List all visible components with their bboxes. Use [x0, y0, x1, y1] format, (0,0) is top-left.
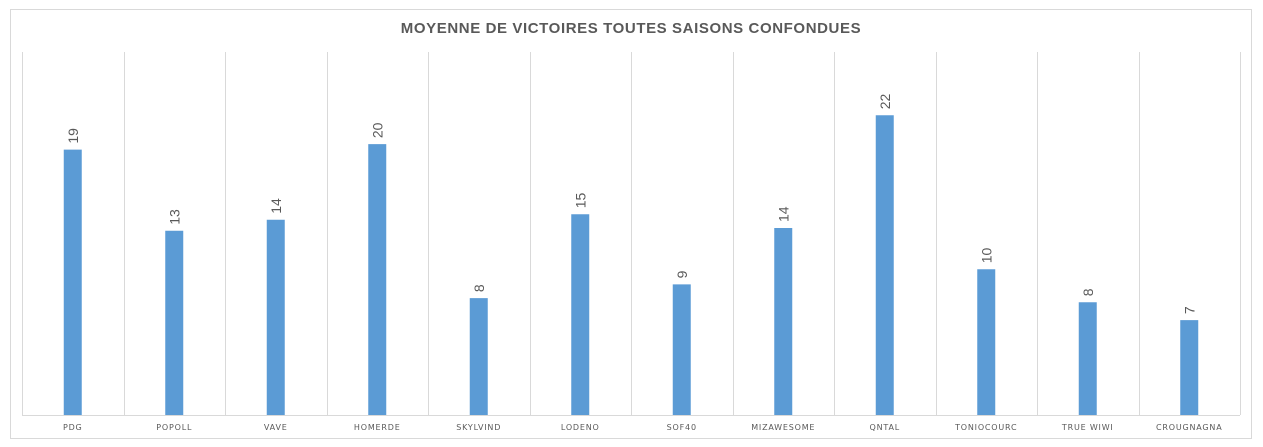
category-label: VAVE: [264, 423, 288, 432]
data-label: 22: [877, 93, 893, 109]
category-label: TONIOCOURC: [954, 423, 1017, 432]
data-label: 10: [978, 247, 994, 263]
bar-skylvind: [469, 298, 488, 415]
category-label: SKYLVIND: [456, 423, 501, 432]
category-label: CROUGNAGNA: [1156, 423, 1222, 432]
bar-true-wiwi: [1078, 302, 1097, 415]
data-label: 14: [775, 206, 791, 222]
bar-qntal: [875, 115, 894, 415]
bar-mizawesome: [774, 228, 793, 415]
data-label: 20: [369, 122, 385, 138]
plot-area: 19 PDG 13 POPOLL 14 VAVE 20 HOMERDE 8 SKYLVIND 15 L…: [22, 52, 1241, 432]
bar-toniocourc: [977, 269, 996, 415]
data-label: 15: [572, 192, 588, 208]
category-label: MIZAWESOME: [751, 423, 815, 432]
data-label: 13: [166, 209, 182, 225]
data-label: 7: [1181, 306, 1197, 314]
data-label: 14: [268, 198, 284, 214]
category-label: POPOLL: [156, 423, 192, 432]
bar-popoll: [165, 230, 184, 415]
bar-vave: [266, 219, 285, 415]
category-label: HOMERDE: [354, 423, 401, 432]
data-label: 8: [1080, 288, 1096, 296]
category-label: PDG: [63, 423, 83, 432]
category-label: TRUE WIWI: [1061, 423, 1114, 432]
chart-frame: MOYENNE DE VICTOIRES TOUTES SAISONS CONF…: [10, 9, 1252, 439]
category-label: LODENO: [561, 423, 600, 432]
data-label: 19: [65, 128, 81, 144]
category-label: QNTAL: [870, 423, 900, 432]
bar-homerde: [368, 144, 387, 415]
bar-crougnagna: [1180, 320, 1199, 415]
category-label: SOF40: [667, 423, 697, 432]
bar-lodeno: [571, 214, 590, 415]
chart-title: MOYENNE DE VICTOIRES TOUTES SAISONS CONF…: [400, 20, 862, 37]
bar-sof40: [672, 284, 691, 415]
data-label: 9: [674, 270, 690, 278]
data-label: 8: [471, 284, 487, 292]
bar-pdg: [63, 149, 82, 415]
